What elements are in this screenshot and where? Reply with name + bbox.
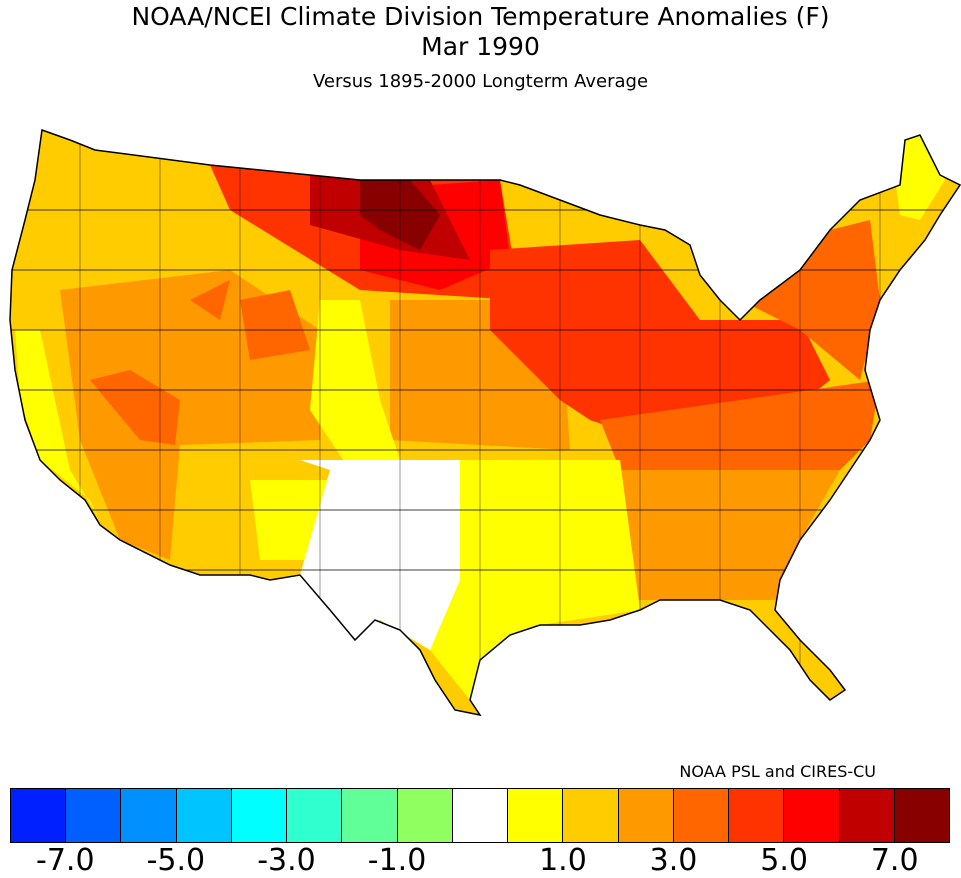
region-wyoming-utah — [240, 290, 310, 360]
legend-swatch — [673, 789, 730, 842]
region-nevada — [90, 370, 180, 445]
legend-swatch — [231, 789, 288, 842]
region-southeast — [620, 470, 840, 600]
legend-swatch — [397, 789, 453, 842]
region-northeast — [740, 220, 880, 380]
legend-swatch — [176, 789, 232, 842]
legend-swatch — [452, 789, 509, 842]
region-florida — [770, 600, 840, 700]
region-colorado — [310, 300, 400, 470]
legend-swatch — [121, 789, 177, 842]
us-climate-division-map — [9, 129, 961, 716]
map-subtitle: Versus 1895-2000 Longterm Average — [312, 71, 649, 92]
legend-swatch — [729, 789, 785, 842]
region-east — [600, 380, 880, 480]
legend-swatch — [839, 789, 895, 842]
legend-swatch — [11, 789, 67, 842]
legend-tick-label: -5.0 — [146, 843, 206, 878]
legend-tick-label: 7.0 — [870, 843, 919, 878]
legend-swatch — [508, 789, 564, 842]
legend-swatch — [563, 789, 619, 842]
legend-tick-label: -3.0 — [257, 843, 316, 878]
legend-swatch — [894, 789, 949, 842]
legend-tick-label: 5.0 — [760, 843, 808, 878]
region-texas-louisiana — [430, 460, 640, 700]
region-idaho — [190, 280, 230, 320]
region-california-coast — [15, 330, 100, 520]
color-legend — [10, 788, 950, 843]
legend-tick-label: -1.0 — [367, 843, 427, 878]
map-title: NOAA/NCEI Climate Division Temperature A… — [131, 2, 830, 31]
legend-tick-label: -7.0 — [36, 843, 95, 878]
legend-swatch — [618, 789, 674, 842]
legend-swatch — [342, 789, 398, 842]
legend-tick-label: 3.0 — [649, 843, 698, 878]
credit-text: NOAA PSL and CIRES-CU — [679, 762, 876, 781]
map-period: Mar 1990 — [421, 32, 540, 61]
division-lines — [10, 130, 960, 715]
legend-swatch — [287, 789, 343, 842]
legend-swatch — [66, 789, 122, 842]
legend-swatch — [784, 789, 840, 842]
region-west-texas — [300, 460, 460, 650]
legend-tick-label: 1.0 — [539, 843, 587, 878]
